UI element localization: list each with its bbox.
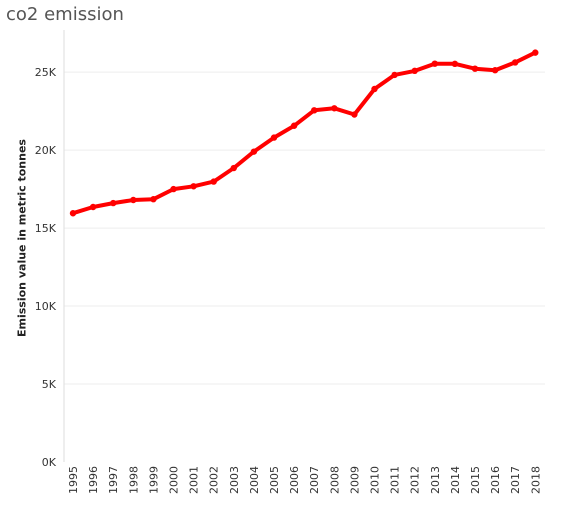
y-tick-label: 10K bbox=[35, 300, 57, 313]
y-tick-label: 25K bbox=[35, 66, 57, 79]
data-point[interactable] bbox=[431, 60, 438, 67]
data-point[interactable] bbox=[491, 67, 499, 74]
data-point[interactable] bbox=[110, 199, 117, 207]
x-tick-label: 1995 bbox=[67, 466, 80, 494]
data-point[interactable] bbox=[170, 185, 177, 193]
y-tick-label: 20K bbox=[35, 144, 57, 157]
series-points bbox=[69, 49, 539, 217]
x-tick-label: 2004 bbox=[248, 466, 261, 494]
x-tick-label: 2005 bbox=[268, 466, 281, 494]
data-point[interactable] bbox=[451, 60, 459, 68]
data-point[interactable] bbox=[270, 134, 278, 141]
x-tick-label: 2017 bbox=[509, 466, 522, 494]
x-tick-label: 1999 bbox=[147, 466, 160, 494]
x-tick-labels: 1995 1996 1997 1998 1999 2000 2001 2002 2003 2004… bbox=[67, 466, 542, 494]
data-point[interactable] bbox=[471, 65, 479, 72]
x-tick-label: 2010 bbox=[369, 466, 382, 494]
chart-title: co2 emission bbox=[6, 4, 124, 25]
data-point[interactable] bbox=[391, 71, 398, 79]
grid-lines bbox=[64, 71, 545, 385]
data-point[interactable] bbox=[532, 49, 539, 56]
y-tick-label: 15K bbox=[35, 222, 57, 235]
x-tick-label: 2014 bbox=[449, 466, 462, 494]
data-point[interactable] bbox=[290, 122, 298, 129]
x-tick-label: 2016 bbox=[489, 466, 502, 494]
y-tick-label: 5K bbox=[42, 378, 57, 391]
data-point[interactable] bbox=[89, 203, 97, 211]
data-point[interactable] bbox=[210, 178, 217, 185]
x-tick-label: 2007 bbox=[308, 466, 321, 494]
data-point[interactable] bbox=[512, 59, 519, 66]
x-tick-label: 1997 bbox=[107, 466, 120, 494]
x-tick-label: 2001 bbox=[188, 466, 201, 494]
data-point[interactable] bbox=[351, 111, 358, 118]
data-point[interactable] bbox=[150, 196, 157, 203]
x-tick-label: 2002 bbox=[208, 466, 221, 494]
x-tick-label: 2015 bbox=[469, 466, 482, 494]
x-tick-label: 2006 bbox=[288, 466, 301, 494]
data-point[interactable] bbox=[230, 164, 237, 172]
data-point[interactable] bbox=[311, 107, 318, 114]
x-tick-label: 1998 bbox=[127, 466, 140, 494]
data-point[interactable] bbox=[190, 183, 197, 190]
x-tick-label: 1996 bbox=[87, 466, 100, 494]
data-point[interactable] bbox=[331, 105, 338, 112]
y-tick-labels: 0K 5K 10K 15K 20K 25K bbox=[35, 66, 57, 469]
data-point[interactable] bbox=[411, 67, 418, 75]
y-tick-label: 0K bbox=[42, 456, 57, 469]
x-tick-label: 2018 bbox=[529, 466, 542, 494]
data-point[interactable] bbox=[250, 148, 258, 155]
x-tick-label: 2011 bbox=[389, 466, 402, 494]
x-tick-label: 2012 bbox=[409, 466, 422, 494]
x-tick-label: 2013 bbox=[429, 466, 442, 494]
x-tick-label: 2000 bbox=[168, 466, 181, 494]
x-tick-label: 2003 bbox=[228, 466, 241, 494]
series-line bbox=[71, 50, 538, 216]
data-point[interactable] bbox=[371, 85, 378, 93]
data-point[interactable] bbox=[130, 196, 137, 204]
x-tick-label: 2008 bbox=[328, 466, 341, 494]
x-tick-label: 2009 bbox=[348, 466, 361, 494]
data-point[interactable] bbox=[69, 210, 77, 217]
